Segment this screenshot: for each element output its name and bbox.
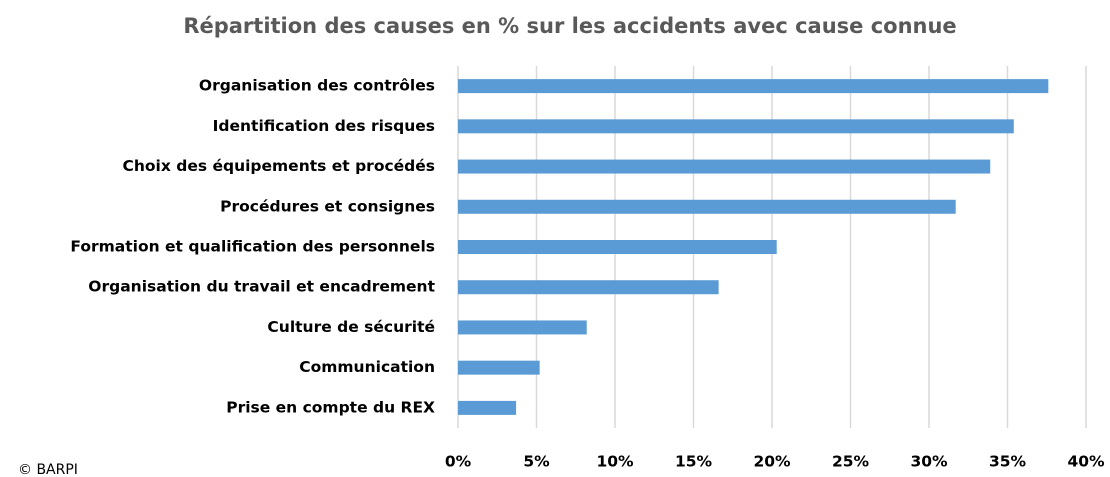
bar [458, 360, 540, 375]
y-tick-label: Organisation des contrôles [199, 77, 435, 95]
x-tick-label: 20% [753, 453, 791, 471]
bar [458, 199, 956, 214]
bar [458, 240, 777, 254]
y-tick-label: Formation et qualification des personnel… [70, 238, 435, 256]
bar [458, 400, 517, 415]
source-note: © BARPI [18, 462, 78, 477]
y-tick-label: Prise en compte du REX [226, 398, 435, 416]
x-tick-label: 15% [675, 453, 713, 471]
y-tick-label: Identification des risques [213, 117, 435, 135]
x-tick-label: 35% [989, 453, 1027, 471]
x-tick-label: 30% [910, 453, 948, 471]
bar [458, 280, 719, 295]
bar [458, 119, 1014, 134]
bar [458, 159, 991, 174]
x-tick-label: 5% [523, 453, 550, 471]
y-tick-label: Culture de sécurité [267, 318, 435, 336]
y-tick-label: Procédures et consignes [220, 197, 435, 215]
x-tick-label: 40% [1067, 453, 1105, 471]
x-tick-label: 25% [832, 453, 870, 471]
bar [458, 320, 587, 335]
chart-title: Répartition des causes en % sur les acci… [183, 14, 956, 38]
bar [458, 79, 1049, 94]
x-tick-label: 10% [596, 453, 634, 471]
y-tick-label: Communication [299, 358, 435, 376]
y-tick-label: Organisation du travail et encadrement [88, 278, 435, 296]
y-tick-label: Choix des équipements et procédés [122, 157, 435, 175]
x-tick-label: 0% [445, 453, 472, 471]
